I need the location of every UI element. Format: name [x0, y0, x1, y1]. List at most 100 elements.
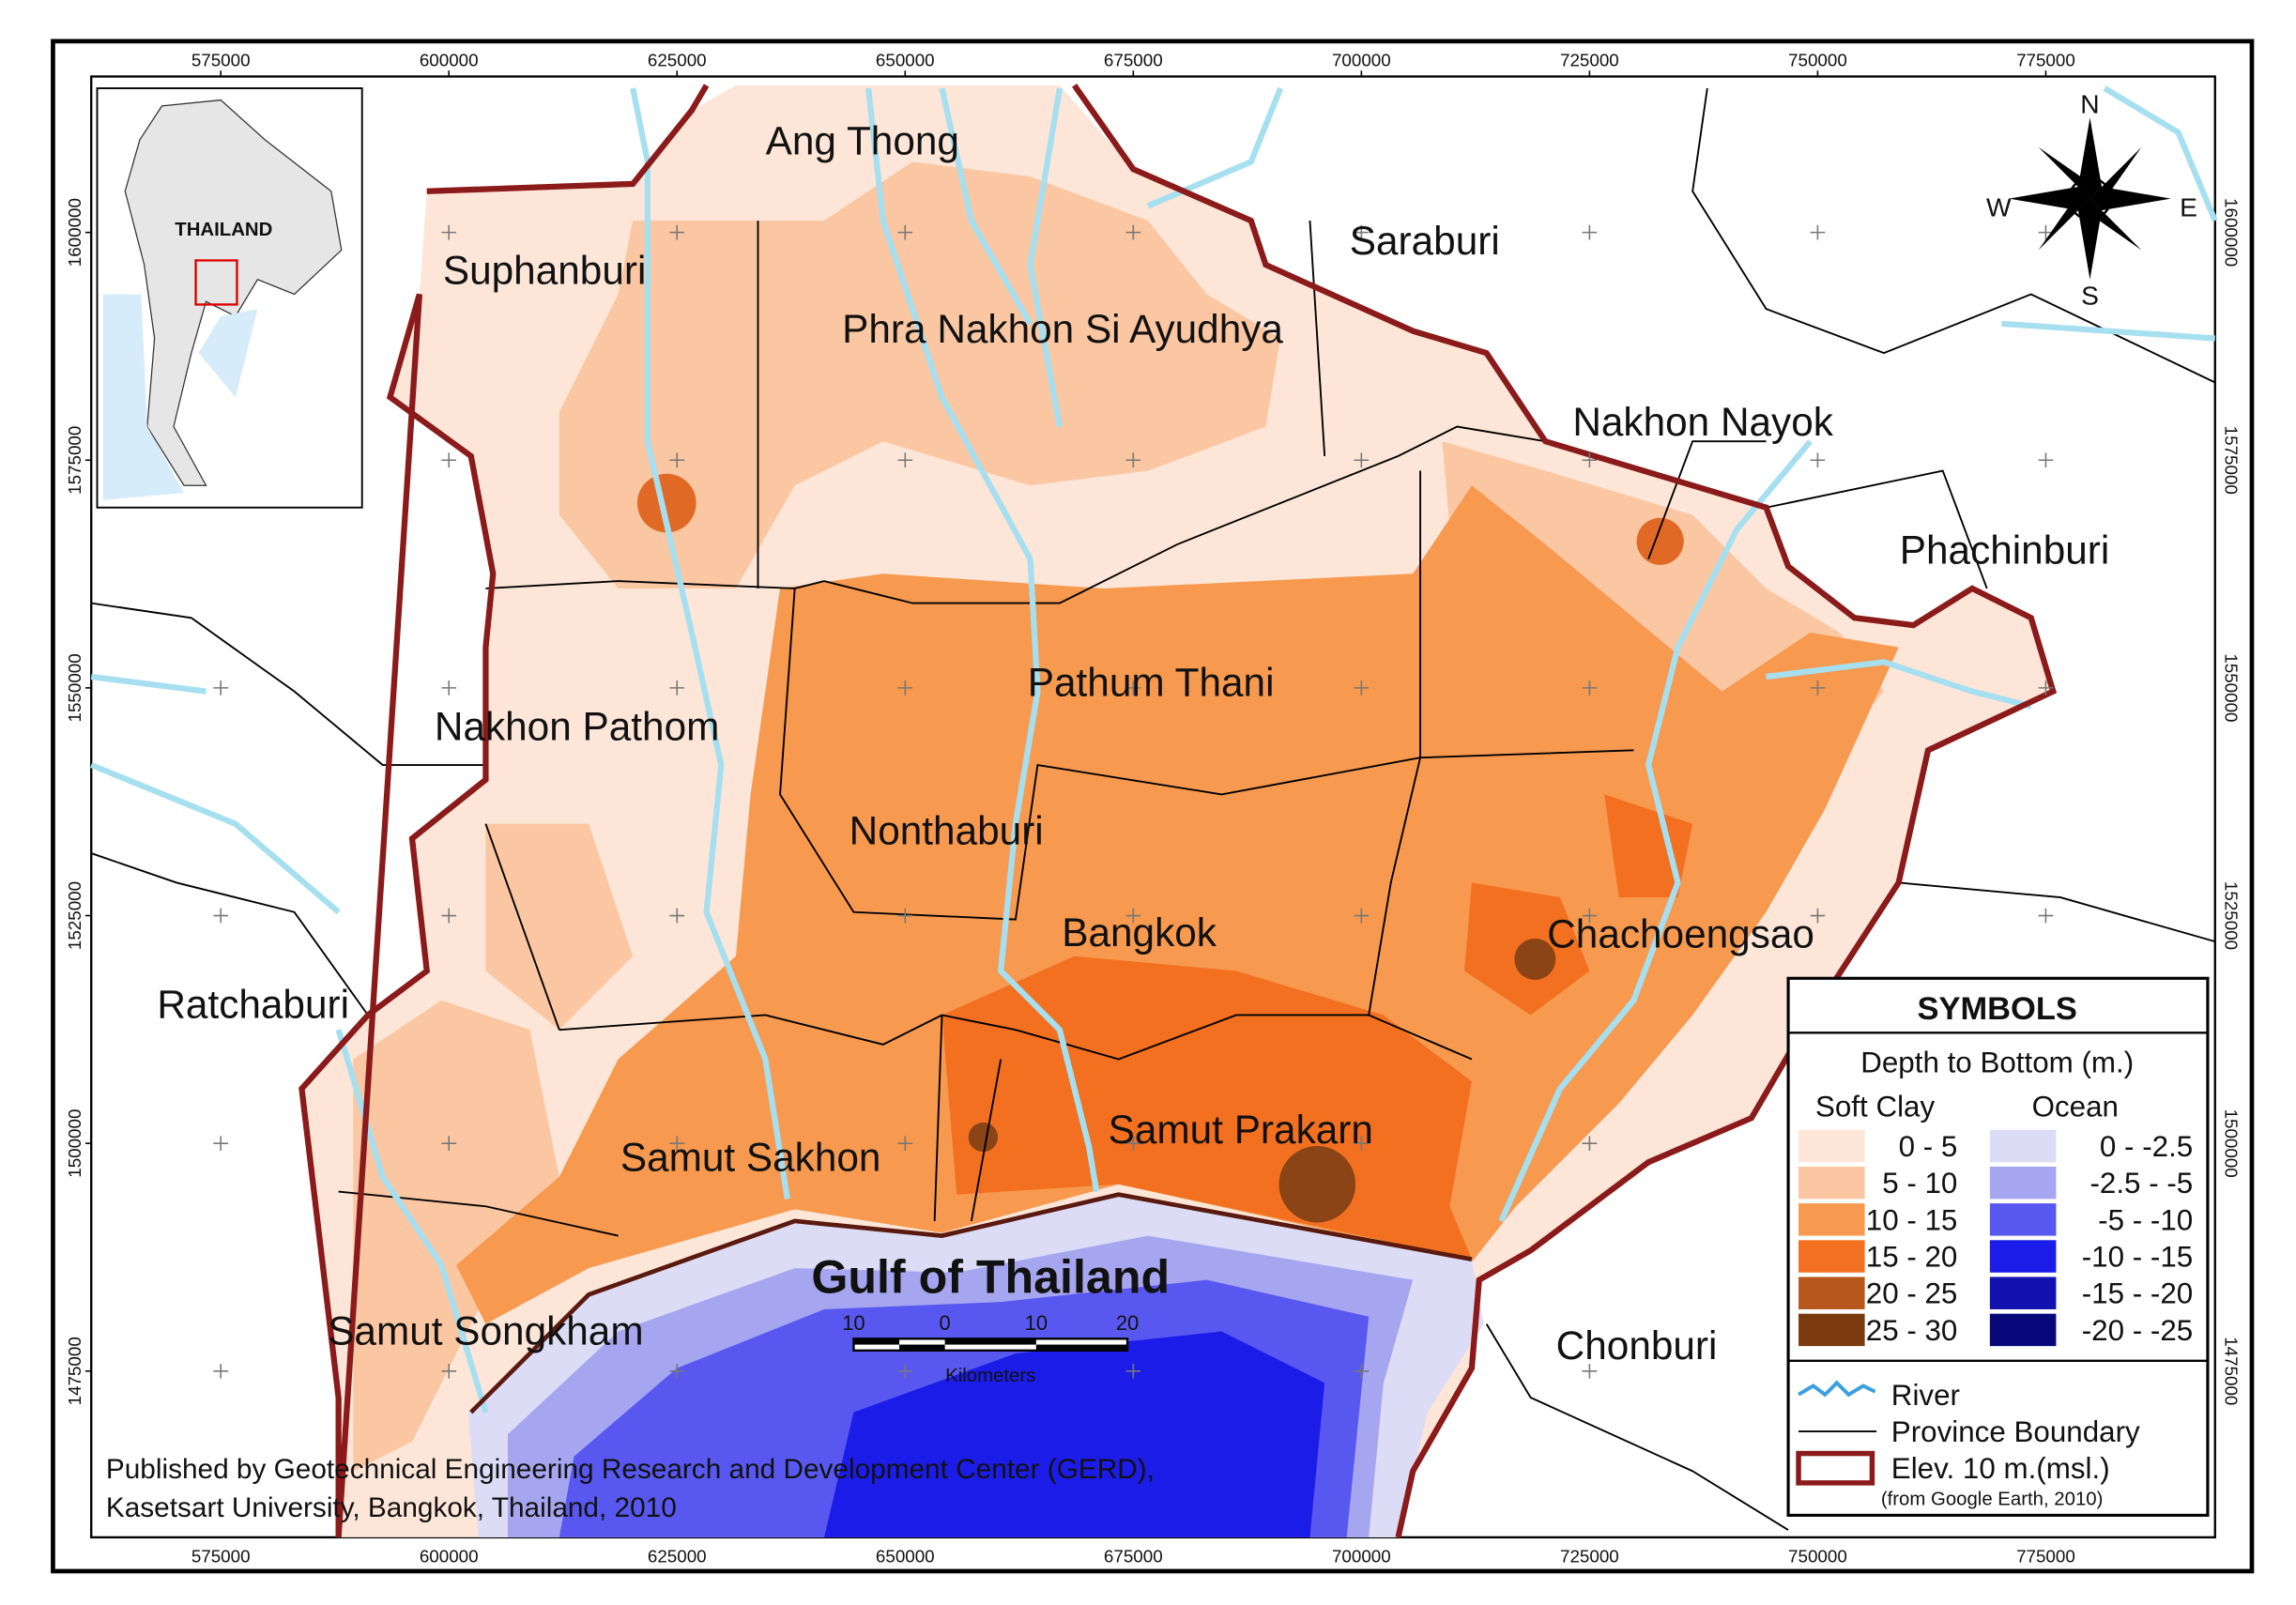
legend-swatch — [1989, 1129, 2057, 1163]
y-tick-label: 1575000 — [65, 426, 84, 495]
legend-label: 0 - -2.5 — [2100, 1130, 2193, 1163]
scale-bar-unit: Kilometers — [945, 1366, 1035, 1386]
river — [90, 673, 341, 915]
grid-cross — [1582, 1363, 1598, 1379]
scale-bar-label: 20 — [1116, 1311, 1139, 1335]
grid-cross — [1354, 908, 1370, 924]
legend-group-title: Soft Clay — [1815, 1091, 1936, 1124]
credit-line: Kasetsart University, Bangkok, Thailand,… — [106, 1492, 677, 1523]
legend-elevation — [1796, 1450, 1875, 1486]
grid-cross — [1810, 224, 1826, 240]
legend-label: -2.5 - -5 — [2089, 1167, 2193, 1200]
grid-cross — [1125, 1363, 1141, 1379]
grid-cross — [2038, 224, 2054, 240]
x-tick-label: 675000 — [1104, 1547, 1163, 1567]
y-tick-label: 1500000 — [2222, 1109, 2242, 1178]
inset-label: THAILAND — [175, 220, 272, 240]
legend-swatch — [1799, 1129, 1865, 1163]
legend-swatch — [1989, 1203, 2057, 1236]
grid-cross — [897, 680, 913, 696]
province-boundary — [559, 1014, 1370, 1061]
grid-cross — [669, 908, 685, 924]
credit: Published by Geotechnical Engineering Re… — [106, 1454, 1155, 1523]
x-tick-label: 650000 — [876, 1547, 935, 1567]
grid-cross — [213, 1363, 229, 1379]
legend-label: 25 - 30 — [1866, 1314, 1958, 1347]
province-labels: Ang Thong Suphanburi Saraburi Phra Nakho… — [157, 119, 2109, 1368]
grid-cross — [897, 1136, 913, 1151]
x-tick-label: 675000 — [1104, 51, 1163, 70]
river — [865, 87, 1100, 1193]
grid-cross — [669, 1136, 685, 1151]
grid-cross — [1810, 908, 1826, 924]
map-body — [90, 84, 2218, 1538]
grid-cross — [1125, 452, 1141, 468]
grid-cross — [441, 1363, 457, 1379]
x-tick-label: 725000 — [1560, 1547, 1619, 1567]
province-boundary — [794, 425, 1546, 604]
legend-label: River — [1891, 1379, 1960, 1412]
legend-swatch — [1989, 1276, 2057, 1309]
sea-label: Gulf of Thailand — [811, 1251, 1170, 1304]
compass-n: N — [2080, 89, 2099, 119]
legend-subtitle: Depth to Bottom (m.) — [1860, 1047, 2134, 1079]
province-boundary — [338, 580, 795, 1237]
y-tick-label: 1525000 — [65, 881, 84, 950]
grid-cross — [1354, 680, 1370, 696]
grid-cross — [897, 224, 913, 240]
province-label: Nonthaburi — [850, 809, 1044, 853]
grid-cross — [1354, 452, 1370, 468]
x-tick-label: 625000 — [648, 51, 707, 70]
x-tick-label: 775000 — [2016, 1547, 2075, 1567]
y-tick-label: 1475000 — [65, 1337, 84, 1405]
grid-cross — [1582, 908, 1598, 924]
province-label: Phra Nakhon Si Ayudhya — [842, 307, 1283, 351]
legend-label: 0 - 5 — [1899, 1130, 1958, 1163]
grid-cross — [1582, 452, 1598, 468]
y-tick-label: 1550000 — [65, 653, 84, 722]
legend-swatch — [1799, 1240, 1865, 1273]
elevation-10m-contour — [298, 84, 2058, 1538]
inset-map: THAILAND — [96, 87, 363, 509]
mid-zone — [456, 485, 1899, 1324]
province-boundary — [933, 1015, 1003, 1222]
grid-cross — [1810, 452, 1826, 468]
grid-cross — [1354, 1136, 1370, 1151]
legend-label: 20 - 25 — [1866, 1277, 1958, 1310]
province-label: Nakhon Nayok — [1572, 400, 1833, 444]
legend: SYMBOLS Depth to Bottom (m.) Soft Clay O… — [1786, 976, 2210, 1517]
province-label: Saraburi — [1350, 219, 1500, 263]
legend-group-title: Ocean — [2032, 1091, 2119, 1124]
compass-e: E — [2180, 191, 2197, 222]
grid-cross — [1810, 680, 1826, 696]
deep-spot — [968, 1122, 999, 1153]
compass-needle — [2082, 198, 2142, 251]
rivers — [90, 85, 2218, 1414]
compass-s: S — [2081, 280, 2099, 310]
grid-cross — [669, 452, 685, 468]
grid-cross — [213, 680, 229, 696]
legend-label: 5 - 10 — [1882, 1167, 1957, 1200]
y-tick-label: 1525000 — [2222, 881, 2242, 950]
y-tick-label: 1600000 — [2222, 198, 2242, 267]
coastline — [469, 1192, 1473, 1414]
province-label: Nakhon Pathom — [435, 704, 719, 748]
province-label: Suphanburi — [443, 249, 646, 293]
x-tick-label: 750000 — [1788, 1547, 1847, 1567]
compass-needle — [2089, 146, 2142, 206]
compass-rose: N S E W — [1986, 89, 2197, 311]
grid-cross — [1125, 680, 1141, 696]
y-tick-label: 1550000 — [2222, 653, 2242, 722]
river — [1498, 439, 1813, 1223]
grid-cross — [897, 908, 913, 924]
province-label: Ratchaburi — [157, 983, 349, 1027]
province-boundary — [90, 602, 486, 1016]
grid-cross — [897, 452, 913, 468]
legend-swatch — [1799, 1203, 1865, 1236]
scale-bar-segment — [1035, 1344, 1128, 1351]
y-tick-label: 1500000 — [65, 1109, 84, 1178]
province-boundary — [1485, 1323, 1789, 1531]
x-tick-label: 600000 — [420, 51, 479, 70]
